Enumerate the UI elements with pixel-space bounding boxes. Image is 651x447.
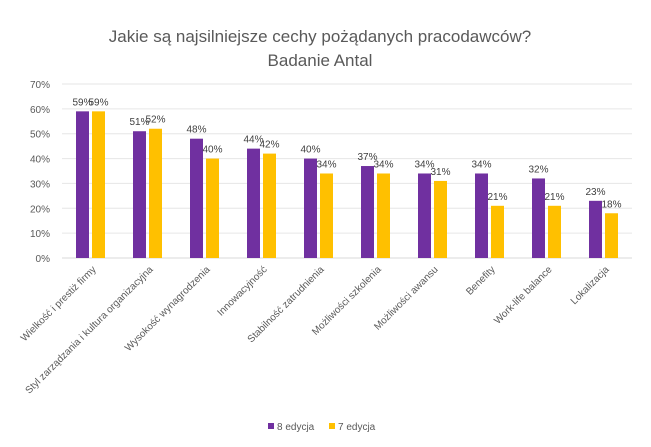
x-category-label: Innowacyjność — [215, 264, 269, 318]
bar-7-edycja — [206, 158, 219, 258]
x-category-label: Styl zarządzania i kultura organizacyjna — [24, 264, 156, 396]
bar-8-edycja — [532, 178, 545, 258]
data-label: 34% — [316, 159, 336, 170]
x-category-label: Benefity — [464, 264, 497, 297]
bar-8-edycja — [361, 166, 374, 258]
bar-7-edycja — [605, 213, 618, 258]
bar-8-edycja — [76, 111, 89, 258]
y-tick-label: 0% — [36, 254, 51, 265]
y-tick-label: 30% — [30, 179, 50, 190]
data-label: 59% — [72, 97, 92, 108]
y-tick-label: 60% — [30, 105, 50, 116]
x-category-label: Work-life balance — [492, 264, 555, 327]
legend-label: 7 edycja — [338, 422, 376, 433]
data-label: 48% — [186, 125, 206, 136]
y-tick-label: 70% — [30, 80, 50, 91]
y-tick-label: 50% — [30, 130, 50, 141]
bar-7-edycja — [491, 205, 504, 258]
y-tick-label: 20% — [30, 204, 50, 215]
data-label: 31% — [430, 167, 450, 178]
data-label: 32% — [528, 164, 548, 175]
data-label: 34% — [471, 159, 491, 170]
data-label: 18% — [601, 199, 621, 210]
data-label: 21% — [487, 192, 507, 203]
x-category-label: Możliwości awansu — [372, 264, 440, 332]
bar-7-edycja — [434, 180, 447, 258]
bar-8-edycja — [190, 138, 203, 258]
bar-7-edycja — [92, 111, 105, 258]
data-label: 21% — [544, 192, 564, 203]
data-label: 51% — [129, 117, 149, 128]
bar-7-edycja — [149, 128, 162, 258]
bar-8-edycja — [247, 148, 260, 258]
data-label: 42% — [259, 140, 279, 151]
y-tick-label: 40% — [30, 155, 50, 166]
bar-7-edycja — [320, 173, 333, 258]
data-label: 34% — [414, 159, 434, 170]
bar-7-edycja — [263, 153, 276, 258]
legend-swatch — [329, 423, 335, 429]
bar-8-edycja — [133, 131, 146, 258]
legend-swatch — [268, 423, 274, 429]
data-label: 23% — [585, 187, 605, 198]
data-label: 59% — [88, 97, 108, 108]
data-label: 37% — [357, 152, 377, 163]
bar-8-edycja — [475, 173, 488, 258]
bar-8-edycja — [589, 200, 602, 258]
data-label: 34% — [373, 159, 393, 170]
bar-8-edycja — [418, 173, 431, 258]
data-label: 52% — [145, 115, 165, 126]
chart-title-line-2: Badanie Antal — [268, 51, 373, 70]
data-label: 40% — [202, 145, 222, 156]
chart-title-line-1: Jakie są najsilniejsze cechy pożądanych … — [109, 27, 531, 46]
x-category-label: Lokalizacja — [569, 264, 612, 307]
bar-7-edycja — [377, 173, 390, 258]
data-label: 40% — [300, 145, 320, 156]
bar-7-edycja — [548, 205, 561, 258]
data-label: 44% — [243, 135, 263, 146]
legend: 8 edycja 7 edycja — [268, 422, 376, 433]
legend-label: 8 edycja — [277, 422, 315, 433]
y-tick-label: 10% — [30, 229, 50, 240]
bar-8-edycja — [304, 158, 317, 258]
